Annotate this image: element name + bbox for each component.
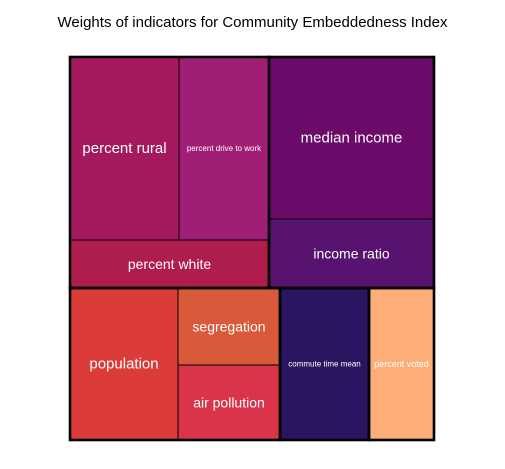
tile-income-ratio xyxy=(268,218,435,289)
tile-label-population: population xyxy=(89,356,158,373)
tile-label-income-ratio: income ratio xyxy=(313,246,389,262)
treemap-tiles: percent rural percent drive to work percen… xyxy=(69,56,435,441)
tile-label-commute-time-mean: commute time mean xyxy=(288,360,360,369)
tile-median-income xyxy=(268,56,435,220)
tile-label-percent-rural: percent rural xyxy=(82,140,166,157)
group-border-5 xyxy=(367,286,436,442)
treemap-group-borders xyxy=(68,55,436,442)
tile-label-air-pollution: air pollution xyxy=(193,395,265,411)
tile-segregation xyxy=(177,287,281,366)
tile-label-segregation: segregation xyxy=(192,319,265,335)
tile-label-median-income: median income xyxy=(301,130,403,147)
tile-label-percent-voted: percent voted xyxy=(374,359,429,369)
tile-label-percent-drive-to-work: percent drive to work xyxy=(187,144,262,153)
tile-label-percent-white: percent white xyxy=(128,256,211,272)
tile-population xyxy=(69,287,179,441)
chart-title: Weights of indicators for Community Embe… xyxy=(57,14,448,31)
tile-commute-time-mean xyxy=(279,287,370,441)
tile-air-pollution xyxy=(177,364,281,441)
